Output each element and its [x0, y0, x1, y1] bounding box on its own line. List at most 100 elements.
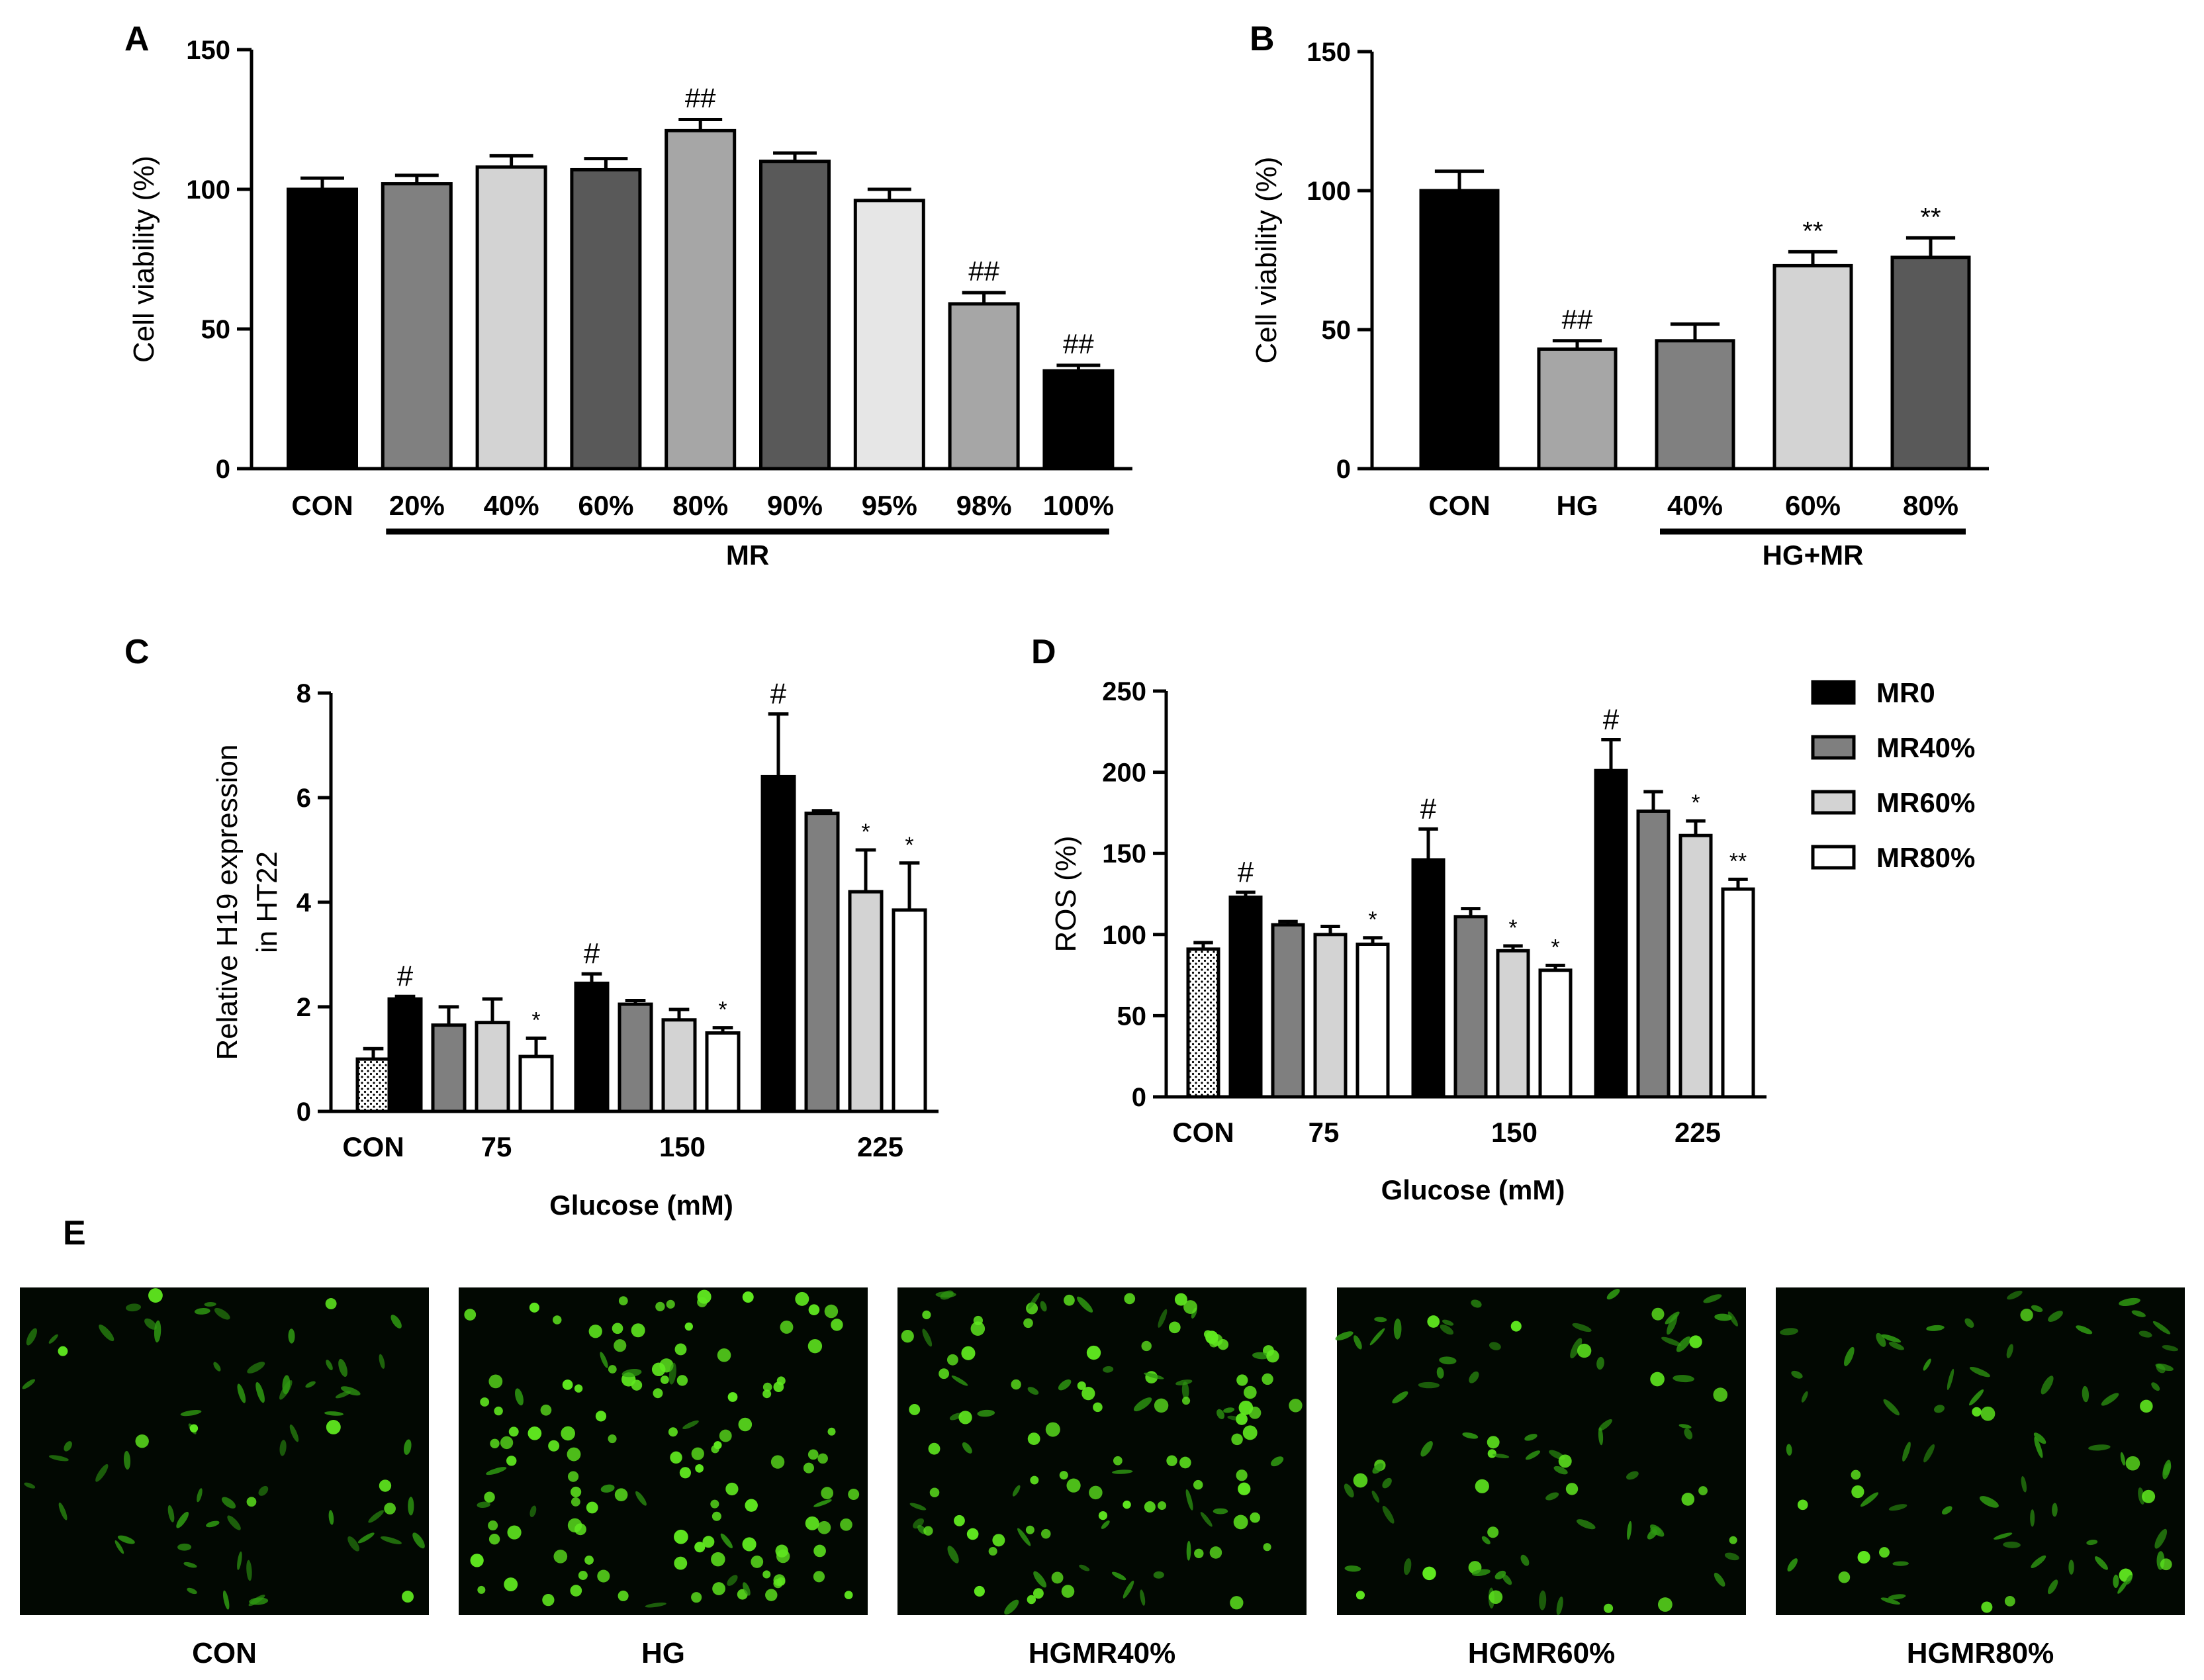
panel-b-y-axis-label: Cell viability (%): [1250, 157, 1283, 364]
fluorescent-cell: [289, 1424, 299, 1442]
fluorescent-cell: [1684, 1428, 1693, 1440]
micrograph-4: [1335, 1287, 1746, 1616]
fluorescent-cell: [1213, 1508, 1228, 1515]
fluorescent-cell: [2152, 1321, 2171, 1334]
fluorescent-cell: [390, 1315, 402, 1329]
fluorescent-cell: [324, 1411, 344, 1416]
fluorescent-cell: [1123, 1580, 1134, 1599]
fluorescent-cell: [194, 1308, 210, 1315]
fluorescent-cell: [2086, 1539, 2098, 1546]
fluorescent-cell: [1230, 1596, 1244, 1610]
legend-swatch: [1811, 735, 1856, 760]
group-bracket-label: HG+MR: [1763, 539, 1864, 571]
panel-d-y-tick-label: 200: [1102, 759, 1146, 788]
fluorescent-cell: [2160, 1558, 2172, 1571]
fluorescent-cell: [1066, 1478, 1081, 1493]
fluorescent-cell: [553, 1550, 568, 1563]
panel-d-y-tick-label: 100: [1102, 921, 1146, 950]
fluorescent-cell: [742, 1537, 757, 1552]
fluorescent-cell: [176, 1511, 189, 1528]
panel-d-y-tick-label: 150: [1102, 839, 1146, 868]
fluorescent-cell: [325, 1298, 337, 1309]
fluorescent-cell: [2131, 1310, 2146, 1317]
bar-d-series: [1636, 809, 1671, 1099]
micrograph-background: [897, 1287, 1307, 1615]
fluorescent-cell: [206, 1520, 220, 1528]
fluorescent-cell: [1422, 1566, 1436, 1581]
fluorescent-cell: [1179, 1456, 1191, 1469]
fluorescent-cell: [404, 1439, 412, 1455]
fluorescent-cell: [1724, 1552, 1739, 1561]
fluorescent-cell: [1838, 1571, 1851, 1583]
fluorescent-cell: [1780, 1328, 1798, 1336]
fluorescent-cell: [1181, 1396, 1191, 1405]
fluorescent-cell: [249, 1597, 269, 1605]
bar-c-series: [661, 1018, 697, 1113]
bar-d-series: [1721, 887, 1755, 1099]
panel-b-y-tick-label: 150: [1307, 38, 1351, 67]
fluorescent-cell: [1168, 1321, 1181, 1334]
fluorescent-cell: [1403, 1558, 1412, 1575]
fluorescent-cell: [528, 1426, 542, 1440]
fluorescent-cell: [486, 1467, 507, 1475]
fluorescent-cell: [813, 1544, 826, 1558]
fluorescent-cell: [614, 1339, 627, 1352]
fluorescent-cell: [584, 1556, 594, 1565]
fluorescent-cell: [1040, 1301, 1047, 1312]
legend-label: MR0: [1876, 677, 1935, 708]
fluorescent-cell: [668, 1427, 678, 1437]
fluorescent-cell: [540, 1404, 552, 1416]
fluorescent-cell: [1186, 1540, 1191, 1561]
x-axis-label: Glucose (mM): [1381, 1174, 1565, 1205]
fluorescent-cell: [743, 1582, 751, 1596]
fluorescent-cell: [1103, 1366, 1114, 1373]
fluorescent-cell: [840, 1518, 852, 1531]
bar-b: [1655, 339, 1735, 471]
fluorescent-cell: [1851, 1485, 1864, 1499]
fluorescent-cell: [204, 1301, 216, 1307]
fluorescent-cell: [1487, 1526, 1499, 1538]
fluorescent-cell: [1382, 1477, 1392, 1489]
fluorescent-cell: [326, 1360, 333, 1371]
fluorescent-cell: [125, 1303, 142, 1312]
fluorescent-cell: [326, 1420, 341, 1434]
fluorescent-cell: [58, 1346, 68, 1356]
fluorescent-cell: [674, 1556, 688, 1570]
bar-d-series: [1453, 915, 1488, 1099]
fluorescent-cell: [1181, 1381, 1189, 1400]
significance-marker: *: [861, 819, 870, 845]
significance-marker: *: [1551, 935, 1559, 960]
fluorescent-cell: [961, 1346, 976, 1360]
fluorescent-cell: [1572, 1323, 1592, 1332]
significance-marker: *: [1691, 790, 1700, 816]
fluorescent-cell: [631, 1323, 645, 1338]
fluorescent-cell: [1059, 1471, 1068, 1480]
fluorescent-cell: [402, 1591, 414, 1603]
fluorescent-cell: [776, 1376, 786, 1385]
panel-letter-d: D: [1031, 633, 1056, 671]
fluorescent-cell: [246, 1560, 252, 1581]
fluorescent-cell: [1079, 1564, 1090, 1571]
x-tick-label: 40%: [484, 490, 539, 521]
significance-marker: ##: [1562, 304, 1593, 335]
fluorescent-cell: [684, 1322, 693, 1331]
fluorescent-cell: [227, 1515, 241, 1530]
fluorescent-cell: [727, 1392, 738, 1402]
fluorescent-cell: [1604, 1603, 1614, 1613]
panel-c-y-tick-label: 2: [297, 993, 311, 1022]
fluorescent-cell: [247, 1362, 265, 1374]
bar-c-series: [618, 1002, 653, 1113]
fluorescent-cell: [742, 1291, 754, 1303]
bar-a: [665, 128, 737, 471]
fluorescent-cell: [1420, 1441, 1433, 1457]
fluorescent-cell: [22, 1379, 36, 1389]
fluorescent-cell: [827, 1427, 836, 1436]
fluorescent-cell: [691, 1447, 704, 1460]
fluorescent-cell: [653, 1388, 663, 1399]
fluorescent-cell: [570, 1585, 582, 1597]
fluorescent-cell: [1606, 1289, 1620, 1300]
fluorescent-cell: [2151, 1382, 2160, 1391]
significance-marker: #: [1603, 704, 1620, 736]
fluorescent-cell: [504, 1577, 518, 1591]
